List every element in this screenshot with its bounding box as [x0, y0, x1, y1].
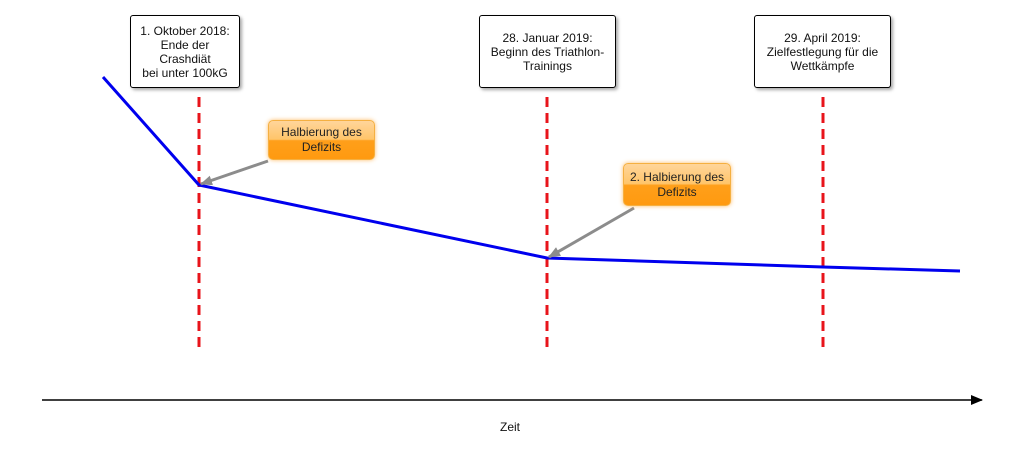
- time-axis-label: Zeit: [500, 420, 521, 434]
- callout-arrow-1: [200, 159, 269, 186]
- milestone-box-2: 28. Januar 2019: Beginn des Triathlon- T…: [479, 15, 616, 88]
- callout-halving-1: Halbierung des Defizits: [268, 120, 375, 160]
- callout-halving-2: 2. Halbierung des Defizits: [623, 163, 731, 206]
- milestone-box-3: 29. April 2019: Zielfestlegung für die W…: [754, 15, 891, 88]
- milestone-box-1: 1. Oktober 2018: Ende der Crashdiät bei …: [130, 15, 240, 88]
- callout-arrow-2: [548, 206, 635, 259]
- weight-curve: [101, 76, 961, 273]
